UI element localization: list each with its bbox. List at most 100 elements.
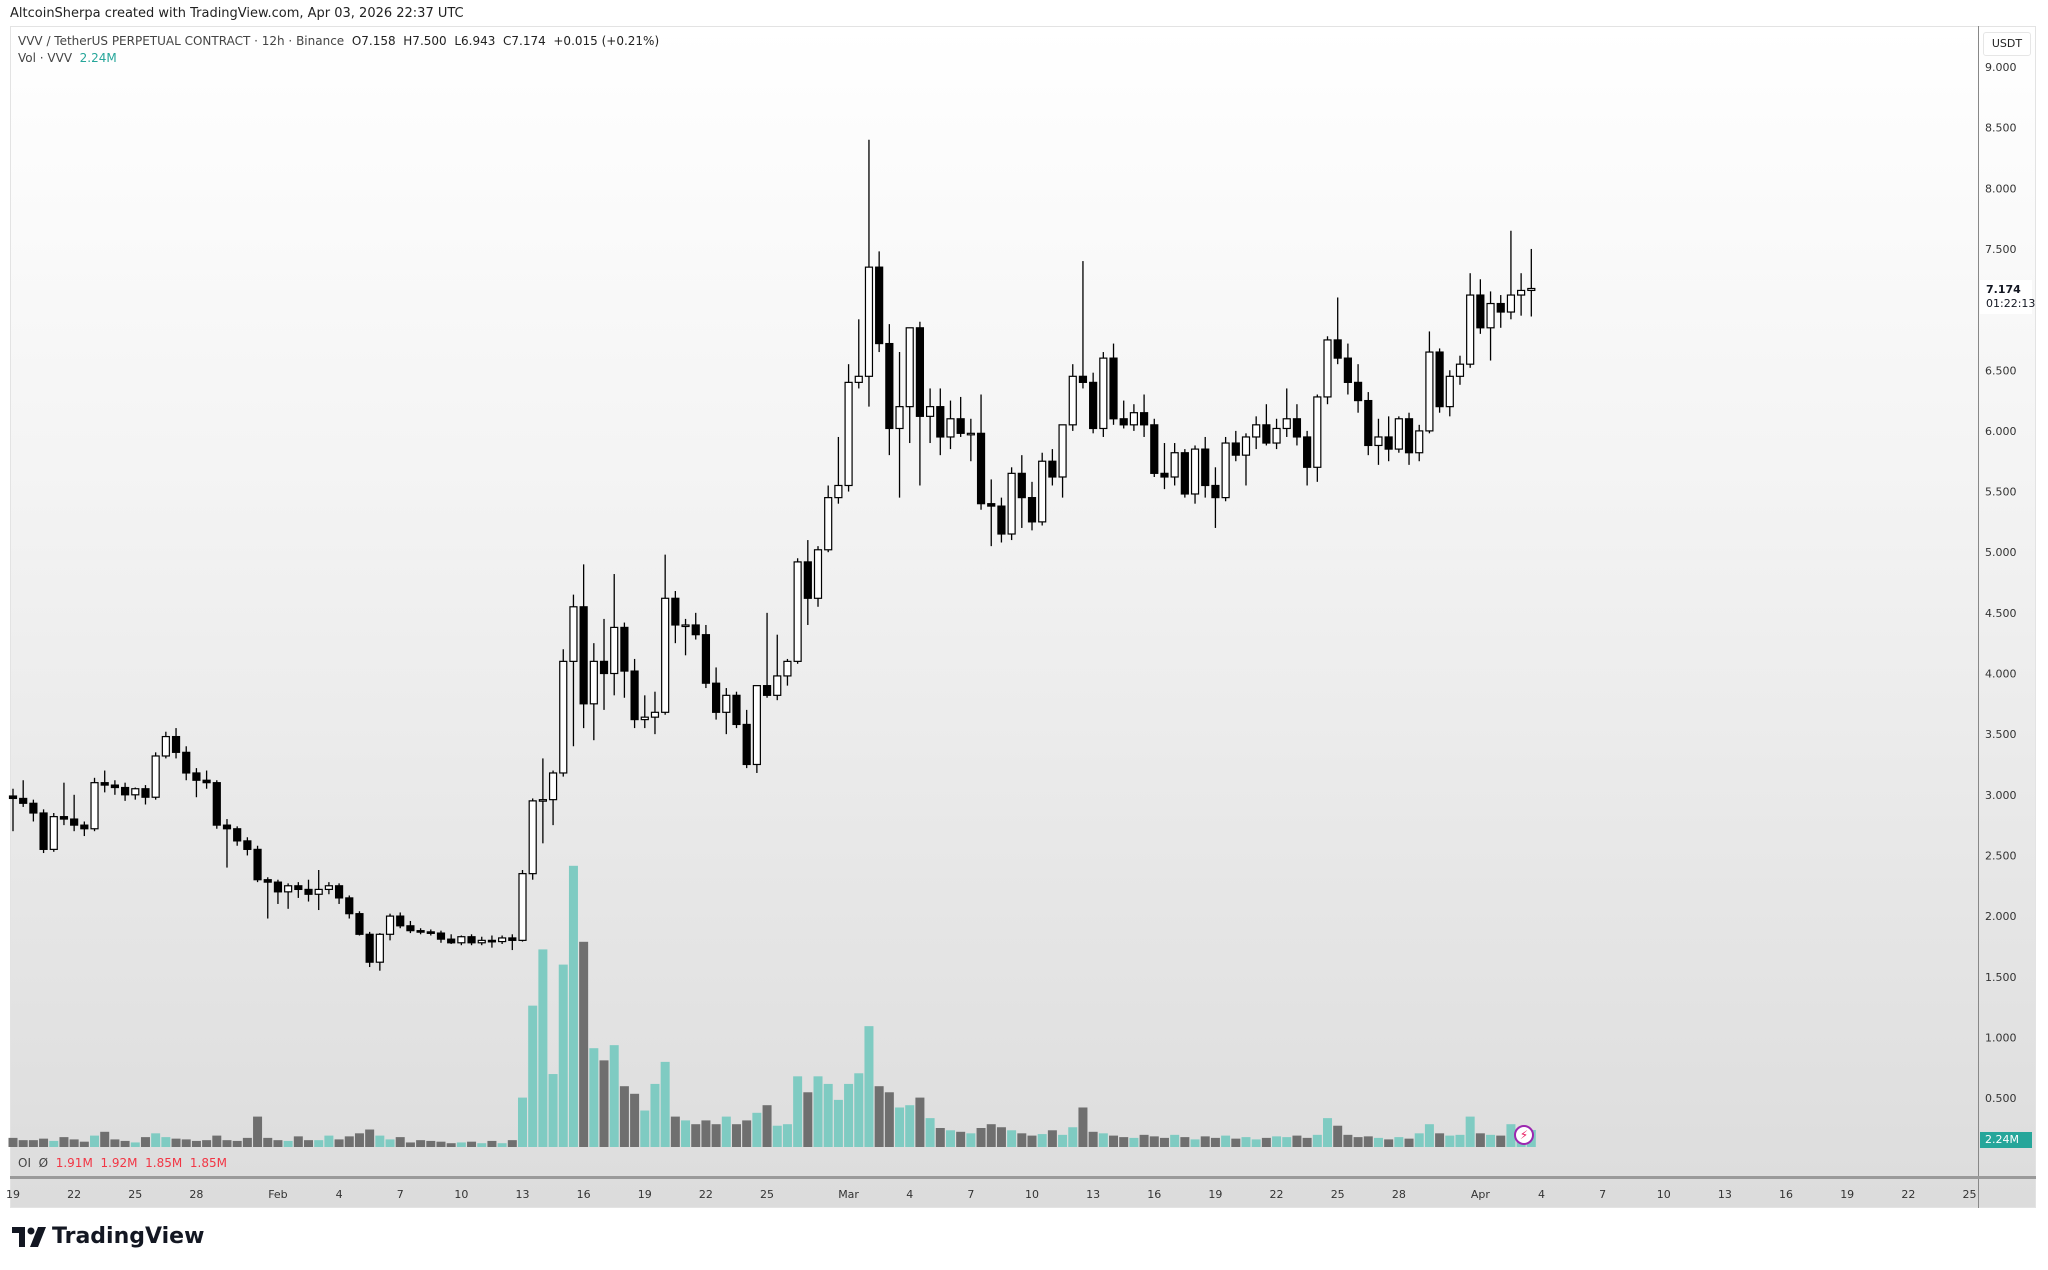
price-tick-label: 5.500 xyxy=(1985,486,2017,499)
candle-body xyxy=(1068,375,1077,426)
volume-bar xyxy=(416,1140,426,1147)
candle-body xyxy=(1252,424,1261,438)
candle-body xyxy=(589,660,598,705)
volume-bar xyxy=(1323,1118,1333,1147)
candle-body xyxy=(49,816,58,850)
candle-body xyxy=(171,735,181,753)
volume-bar xyxy=(1486,1134,1496,1147)
volume-bar xyxy=(1200,1136,1210,1147)
candle-body xyxy=(956,418,965,434)
candle-body xyxy=(925,406,935,417)
volume-bar xyxy=(599,1060,609,1147)
volume-bar xyxy=(1139,1134,1149,1147)
currency-button[interactable]: USDT xyxy=(1983,32,2031,56)
candle-body xyxy=(1231,442,1240,456)
price-tick-label: 4.500 xyxy=(1985,607,2017,620)
candle-body xyxy=(151,755,160,798)
volume-bar xyxy=(630,1093,640,1147)
chart-credit: AltcoinSherpa created with TradingView.c… xyxy=(10,6,464,21)
price-tick-label: 3.500 xyxy=(1985,728,2017,741)
candle-body xyxy=(752,685,761,766)
tradingview-logo: TradingView xyxy=(12,1224,204,1249)
volume-bar xyxy=(334,1139,344,1147)
candle-body xyxy=(1099,357,1108,430)
volume-bar xyxy=(935,1128,945,1147)
price-tick-label: 1.000 xyxy=(1985,1031,2017,1044)
lightning-icon[interactable]: ⚡ xyxy=(1514,1125,1534,1145)
volume-bar xyxy=(110,1139,120,1147)
volume-bar xyxy=(171,1138,181,1147)
oi-value: 1.91M xyxy=(55,1156,93,1170)
candle-body xyxy=(1313,396,1322,468)
volume-bar xyxy=(1047,1130,1057,1147)
price-tick-label: 8.000 xyxy=(1985,182,2017,195)
price-axis-ticks: 0.500 1.000 1.500 2.000 2.500 3.000 3.500 4.000… xyxy=(1985,61,2017,1105)
volume-bar xyxy=(365,1129,375,1147)
volume-bar xyxy=(161,1137,171,1147)
time-tick-label: 25 xyxy=(128,1188,142,1201)
candle-body xyxy=(1384,436,1393,450)
volume-bar xyxy=(752,1112,762,1147)
volume-bar xyxy=(1159,1137,1169,1147)
symbol-title[interactable]: VVV / TetherUS PERPETUAL CONTRACT · 12h … xyxy=(18,34,345,48)
candle-body xyxy=(1129,412,1139,426)
candle-body xyxy=(426,931,435,934)
candle-body xyxy=(263,879,272,883)
volume-bar xyxy=(589,1048,599,1147)
volume-bar xyxy=(324,1135,334,1147)
candle-body xyxy=(70,818,79,826)
candle-body xyxy=(640,716,649,721)
candle-body xyxy=(29,802,38,814)
candle-body xyxy=(447,938,456,944)
volume-bar xyxy=(8,1137,18,1147)
volume-bar xyxy=(895,1107,905,1147)
candle-body xyxy=(1262,424,1271,444)
time-tick-label: 7 xyxy=(397,1188,404,1201)
volume-bar xyxy=(1068,1127,1078,1147)
volume-bar xyxy=(59,1137,69,1147)
candle-body xyxy=(355,913,364,935)
candle-body xyxy=(182,751,191,774)
time-tick-label: 4 xyxy=(1538,1188,1545,1201)
candles xyxy=(8,139,1536,971)
volume-bar xyxy=(1353,1137,1363,1147)
volume-bars xyxy=(8,865,1536,1147)
oi-symbol: Ø xyxy=(38,1156,49,1170)
volume-bar xyxy=(976,1128,986,1147)
time-tick-label: 25 xyxy=(1962,1188,1976,1201)
volume-bar xyxy=(864,1026,874,1147)
volume-bar xyxy=(660,1061,670,1147)
candle-body xyxy=(1435,351,1444,408)
candle-body xyxy=(1211,484,1220,499)
volume-legend-label[interactable]: Vol · VVV xyxy=(18,51,73,65)
candle-body xyxy=(895,406,904,430)
time-tick-label: 4 xyxy=(336,1188,343,1201)
time-tick-label: 7 xyxy=(967,1188,974,1201)
candle-body xyxy=(1466,294,1475,365)
time-tick-label: 25 xyxy=(760,1188,774,1201)
volume-bar xyxy=(1363,1136,1373,1147)
candle-body xyxy=(966,432,975,436)
oi-label[interactable]: OI xyxy=(18,1156,31,1170)
volume-bar xyxy=(1333,1125,1343,1147)
candle-body xyxy=(1170,452,1179,478)
candle-body xyxy=(722,694,731,713)
candle-body xyxy=(1527,287,1536,292)
volume-bar xyxy=(90,1135,100,1147)
candle-body xyxy=(691,624,700,636)
price-tick-label: 6.000 xyxy=(1985,425,2017,438)
volume-bar xyxy=(681,1120,691,1147)
volume-bar xyxy=(1088,1131,1098,1147)
candle-body xyxy=(80,824,89,830)
candle-body xyxy=(773,675,782,696)
volume-bar xyxy=(304,1140,314,1147)
candle-body xyxy=(559,660,568,774)
volume-bar xyxy=(558,964,568,1147)
price-tick-label: 3.000 xyxy=(1985,789,2017,802)
volume-bar xyxy=(232,1140,242,1147)
volume-bar xyxy=(28,1140,38,1147)
chart-pane[interactable] xyxy=(10,26,2036,1208)
pane-separator[interactable] xyxy=(10,1176,2036,1179)
candle-body xyxy=(854,375,863,383)
